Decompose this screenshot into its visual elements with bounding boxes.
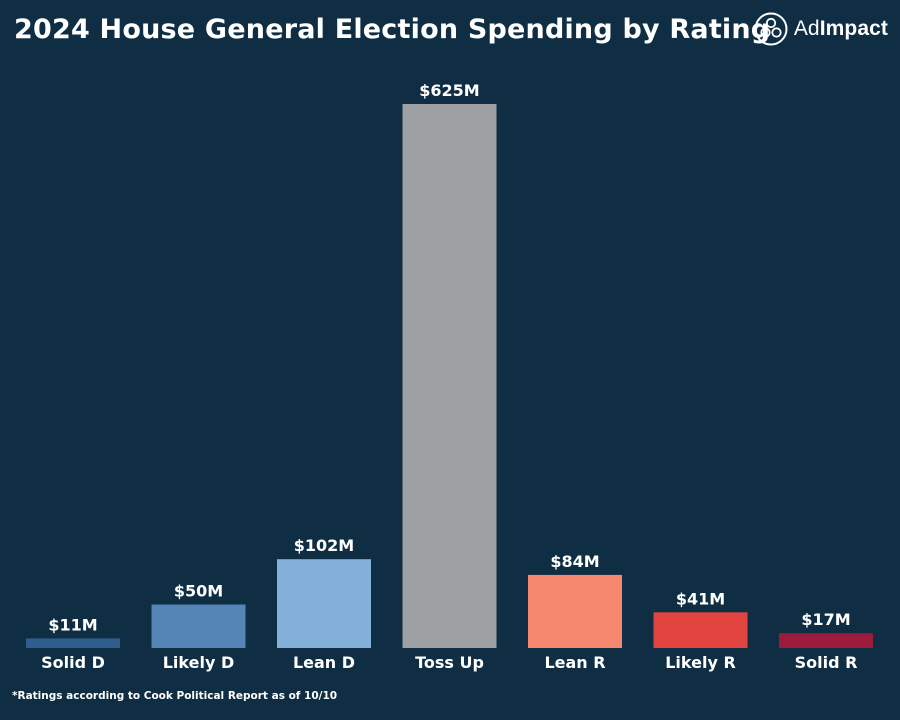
chart-title: 2024 House General Election Spending by … xyxy=(14,14,771,45)
category-label-likely-d: Likely D xyxy=(163,653,235,672)
value-label-solid-d: $11M xyxy=(48,615,97,634)
category-label-lean-r: Lean R xyxy=(544,653,605,672)
bar-toss-up xyxy=(402,104,497,648)
bar-solid-d xyxy=(26,638,120,648)
category-label-lean-d: Lean D xyxy=(293,653,355,672)
value-label-likely-d: $50M xyxy=(174,582,223,601)
category-label-likely-r: Likely R xyxy=(665,653,736,672)
category-label-solid-r: Solid R xyxy=(795,653,858,672)
bar-solid-r xyxy=(779,633,873,648)
logo-wordmark: AdImpact xyxy=(794,17,888,41)
bar-likely-d xyxy=(151,604,246,648)
value-label-likely-r: $41M xyxy=(676,589,725,608)
value-label-toss-up: $625M xyxy=(419,81,479,100)
adimpact-logo-icon xyxy=(754,12,788,46)
value-label-solid-r: $17M xyxy=(801,610,850,629)
footnote: *Ratings according to Cook Political Rep… xyxy=(12,690,338,702)
bar-lean-d xyxy=(277,559,371,648)
category-label-solid-d: Solid D xyxy=(41,653,105,672)
bar-likely-r xyxy=(653,612,748,648)
category-label-toss-up: Toss Up xyxy=(415,653,484,672)
adimpact-logo: AdImpact xyxy=(754,12,888,46)
value-label-lean-d: $102M xyxy=(294,536,354,555)
value-label-lean-r: $84M xyxy=(550,552,599,571)
logo-text-light: Ad xyxy=(793,17,820,40)
bar-lean-r xyxy=(528,574,622,648)
logo-text-bold: Impact xyxy=(819,17,888,40)
